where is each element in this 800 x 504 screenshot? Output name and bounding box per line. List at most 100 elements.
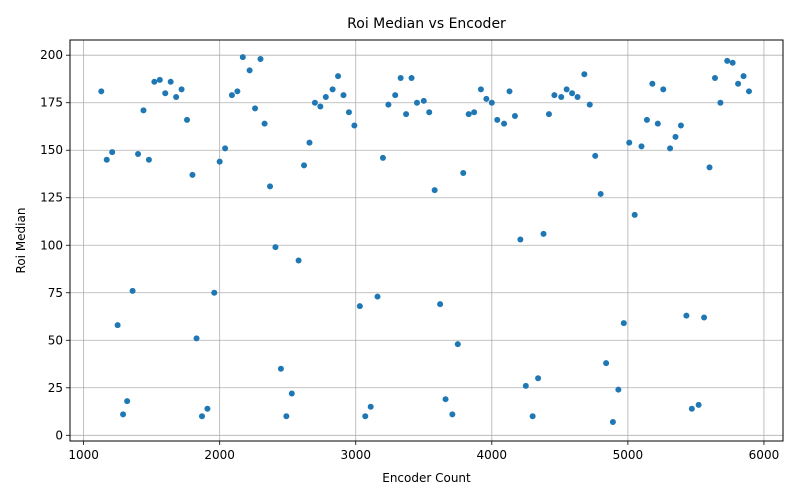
- data-point: [301, 162, 308, 169]
- data-point: [442, 396, 449, 403]
- data-point: [257, 56, 264, 63]
- x-axis-label: Encoder Count: [382, 471, 471, 485]
- data-point: [156, 76, 163, 83]
- data-point: [167, 78, 174, 85]
- data-point: [465, 111, 472, 118]
- data-point: [638, 143, 645, 150]
- data-point: [667, 145, 674, 152]
- data-point: [603, 360, 610, 367]
- data-point: [222, 145, 229, 152]
- data-point: [311, 99, 318, 106]
- y-tick-label: 175: [40, 96, 63, 110]
- x-tick-label: 1000: [68, 448, 99, 462]
- data-point: [367, 403, 374, 410]
- data-point: [729, 59, 736, 66]
- data-point: [672, 133, 679, 140]
- data-point: [173, 94, 180, 101]
- y-tick-label: 125: [40, 191, 63, 205]
- data-point: [234, 88, 241, 95]
- data-point: [677, 122, 684, 129]
- data-point: [295, 257, 302, 264]
- data-point: [522, 382, 529, 389]
- data-point: [511, 113, 518, 120]
- data-point: [517, 236, 524, 243]
- data-point: [204, 405, 211, 412]
- points-layer: [98, 54, 752, 425]
- data-point: [272, 244, 279, 251]
- data-point: [545, 111, 552, 118]
- data-point: [283, 413, 290, 420]
- data-point: [261, 120, 268, 127]
- chart-title: Roi Median vs Encoder: [347, 16, 506, 32]
- data-point: [184, 116, 191, 123]
- y-tick-label: 150: [40, 143, 63, 157]
- data-point: [683, 312, 690, 319]
- y-axis-label: Roi Median: [14, 208, 28, 274]
- data-point: [374, 293, 381, 300]
- data-point: [129, 287, 136, 294]
- x-tick-label: 4000: [477, 448, 508, 462]
- x-tick-label: 6000: [749, 448, 780, 462]
- data-point: [454, 341, 461, 348]
- data-point: [392, 92, 399, 99]
- data-point: [609, 418, 616, 425]
- data-point: [449, 411, 456, 418]
- data-point: [329, 86, 336, 93]
- data-point: [322, 94, 329, 101]
- grid-layer: [70, 40, 783, 441]
- y-tick-label: 200: [40, 48, 63, 62]
- data-point: [701, 314, 708, 321]
- data-point: [597, 190, 604, 197]
- data-point: [114, 322, 121, 329]
- data-point: [569, 90, 576, 97]
- data-point: [246, 67, 253, 74]
- data-point: [574, 94, 581, 101]
- data-point: [660, 86, 667, 93]
- data-point: [483, 95, 490, 102]
- data-point: [426, 109, 433, 116]
- data-point: [649, 80, 656, 87]
- data-point: [306, 139, 313, 146]
- data-point: [140, 107, 147, 114]
- data-point: [385, 101, 392, 108]
- y-tick-label: 25: [48, 381, 63, 395]
- data-point: [356, 303, 363, 310]
- data-point: [471, 109, 478, 116]
- data-point: [688, 405, 695, 412]
- data-point: [216, 158, 223, 165]
- data-point: [615, 386, 622, 393]
- data-point: [437, 301, 444, 308]
- data-point: [740, 73, 747, 80]
- data-point: [362, 413, 369, 420]
- data-point: [120, 411, 127, 418]
- data-point: [620, 320, 627, 327]
- data-point: [494, 116, 501, 123]
- data-point: [198, 413, 205, 420]
- y-tick-label: 0: [55, 428, 63, 442]
- ticks-layer: 1000 2000 3000 4000 5000 6000 0 25 50 75 100 125 150…: [40, 48, 779, 462]
- data-point: [277, 365, 284, 372]
- data-point: [403, 111, 410, 118]
- data-point: [267, 183, 274, 190]
- data-point: [643, 116, 650, 123]
- data-point: [379, 154, 386, 161]
- x-tick-label: 2000: [204, 448, 235, 462]
- data-point: [397, 75, 404, 82]
- data-point: [626, 139, 633, 146]
- data-point: [477, 86, 484, 93]
- data-point: [103, 156, 110, 163]
- y-tick-label: 50: [48, 333, 63, 347]
- data-point: [109, 149, 116, 156]
- x-tick-label: 5000: [613, 448, 644, 462]
- data-point: [724, 57, 731, 64]
- data-point: [506, 88, 513, 95]
- data-point: [317, 103, 324, 110]
- data-point: [706, 164, 713, 171]
- data-point: [288, 390, 295, 397]
- y-tick-label: 100: [40, 238, 63, 252]
- data-point: [563, 86, 570, 93]
- data-point: [189, 171, 196, 178]
- data-point: [535, 375, 542, 382]
